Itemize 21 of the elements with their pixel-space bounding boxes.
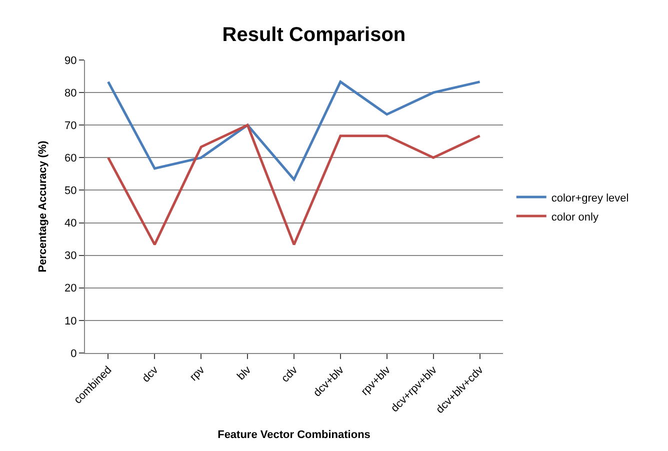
y-tick-label: 50 [64,185,77,198]
line-series [106,124,482,246]
x-tick-label: cdv [279,364,300,385]
y-tick-label: 70 [64,120,77,132]
x-tick-label: rpv [188,364,208,384]
chart-title: Result Comparison [222,24,406,46]
y-tick-label: 90 [64,54,77,67]
y-tick-label: 10 [64,315,77,328]
y-tick-label: 60 [64,152,77,165]
y-tick-label: 40 [64,218,77,230]
line-series [106,80,482,181]
legend-label: color+grey level [551,192,629,204]
x-tick-label: dcv [140,364,162,385]
x-tick-label: blv [235,364,254,383]
y-tick-label: 0 [70,348,77,360]
x-axis-title: Feature Vector Combinations [218,429,370,442]
legend-label: color only [551,211,599,224]
y-tick-label: 80 [64,87,77,100]
y-axis-title: Percentage Accuracy (%) [37,140,50,272]
y-tick-label: 20 [64,282,77,295]
y-tick-label: 30 [64,250,77,262]
